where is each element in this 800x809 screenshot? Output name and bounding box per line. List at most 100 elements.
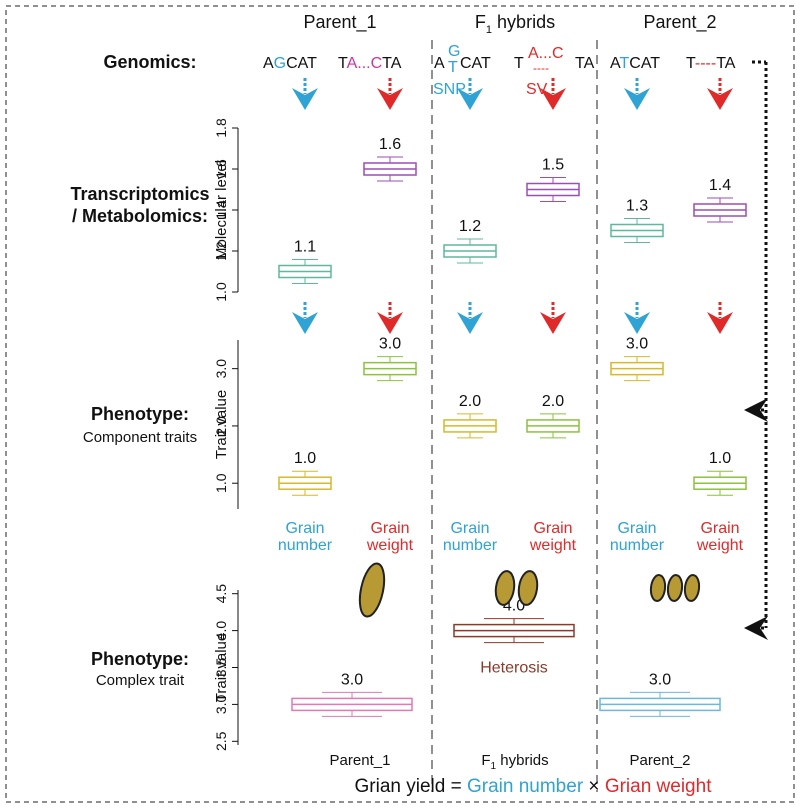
y-tick-label: 4.0: [213, 621, 229, 641]
arrow: [377, 312, 403, 334]
y-tick-label: 1.0: [213, 282, 229, 302]
value-label: 3.0: [626, 336, 648, 353]
trait-label: number: [610, 537, 665, 554]
value-label: 1.3: [626, 198, 648, 215]
arrow: [377, 88, 403, 110]
arrow: [292, 312, 318, 334]
box: [443, 238, 497, 264]
sequence: G: [448, 43, 460, 60]
value-label: 1.4: [709, 177, 731, 194]
y-tick-label: 4.5: [213, 584, 229, 604]
box: [443, 413, 497, 439]
y-tick-label: 3.5: [213, 658, 229, 678]
trait-label: weight: [696, 537, 744, 554]
feedback-line: [744, 60, 768, 640]
sequence: TA: [575, 55, 595, 72]
trait-label: Grain: [285, 520, 324, 537]
arrow: [292, 88, 318, 110]
header: Parent_2: [643, 12, 716, 33]
x-label: F1 hybrids: [481, 752, 548, 772]
trait-label: number: [443, 537, 498, 554]
row-label: Component traits: [83, 429, 197, 446]
box: [610, 356, 664, 382]
seed-icon: [517, 570, 539, 606]
y-tick-label: 1.6: [213, 159, 229, 179]
sequence: A: [434, 55, 445, 72]
y-tick-label: 1.0: [213, 473, 229, 493]
row-label: Complex trait: [96, 672, 185, 689]
formula: Grian yield = Grain number × Grian weigh…: [355, 776, 713, 797]
box: [278, 470, 332, 496]
value-label: 1.1: [294, 239, 316, 256]
axis-label: Trait value: [213, 390, 230, 459]
annotation: Heterosis: [480, 660, 548, 677]
value-label: 3.0: [341, 671, 363, 688]
box: [693, 470, 747, 496]
trait-label: Grain: [533, 520, 572, 537]
y-tick-label: 3.0: [213, 359, 229, 379]
y-tick-label: 1.2: [213, 241, 229, 261]
box: [453, 618, 575, 644]
arrow: [457, 88, 483, 110]
annotation: SNP: [433, 81, 466, 98]
sequence: AGCAT: [263, 55, 317, 72]
header: F1 hybrids: [475, 12, 555, 36]
value-label: 3.0: [649, 671, 671, 688]
box: [291, 691, 413, 717]
x-label: Parent_2: [630, 752, 691, 769]
sequence: ATCAT: [610, 55, 660, 72]
box: [526, 413, 580, 439]
seed-icon: [666, 574, 684, 602]
y-tick-label: 2.0: [213, 416, 229, 436]
sequence: TA...CTA: [338, 55, 402, 72]
box: [693, 197, 747, 223]
trait-label: number: [278, 537, 333, 554]
trait-label: Grain: [450, 520, 489, 537]
value-label: 2.0: [459, 393, 481, 410]
arrow: [707, 312, 733, 334]
sequence: CAT: [460, 55, 491, 72]
value-label: 1.0: [709, 450, 731, 467]
value-label: 2.0: [542, 393, 564, 410]
trait-label: Grain: [700, 520, 739, 537]
value-label: 1.5: [542, 157, 564, 174]
value-label: 1.0: [294, 450, 316, 467]
row-label: Genomics:: [103, 52, 196, 72]
sequence: T: [448, 59, 458, 76]
arrow: [707, 88, 733, 110]
y-tick-label: 1.8: [213, 118, 229, 138]
x-label: Parent_1: [330, 752, 391, 769]
seed-icon: [358, 562, 386, 618]
y-tick-label: 1.4: [213, 200, 229, 220]
axis-label: Molecular level: [213, 160, 230, 260]
trait-label: weight: [529, 537, 577, 554]
arrow: [624, 312, 650, 334]
box: [278, 259, 332, 284]
arrow: [540, 312, 566, 334]
value-label: 1.2: [459, 218, 481, 235]
box: [599, 691, 721, 717]
sequence: T----TA: [686, 55, 736, 72]
row-label: Phenotype:: [91, 649, 189, 669]
arrow: [624, 88, 650, 110]
annotation: SV: [526, 81, 548, 98]
trait-label: weight: [366, 537, 414, 554]
value-label: 3.0: [379, 336, 401, 353]
value-label: 1.6: [379, 136, 401, 153]
axis-label: Trait value: [213, 633, 230, 702]
arrow: [540, 88, 566, 110]
row-label: Transcriptomics: [70, 184, 209, 204]
sequence: ----: [533, 61, 549, 75]
arrow: [457, 312, 483, 334]
row-label: Phenotype:: [91, 404, 189, 424]
box: [526, 177, 580, 202]
box: [610, 218, 664, 243]
sequence: A...C: [528, 45, 564, 62]
y-tick-label: 3.0: [213, 694, 229, 714]
seed-icon: [494, 570, 516, 606]
trait-label: Grain: [370, 520, 409, 537]
seed-icon: [649, 574, 667, 602]
seed-icon: [683, 574, 701, 602]
row-label: / Metabolomics:: [72, 206, 208, 226]
